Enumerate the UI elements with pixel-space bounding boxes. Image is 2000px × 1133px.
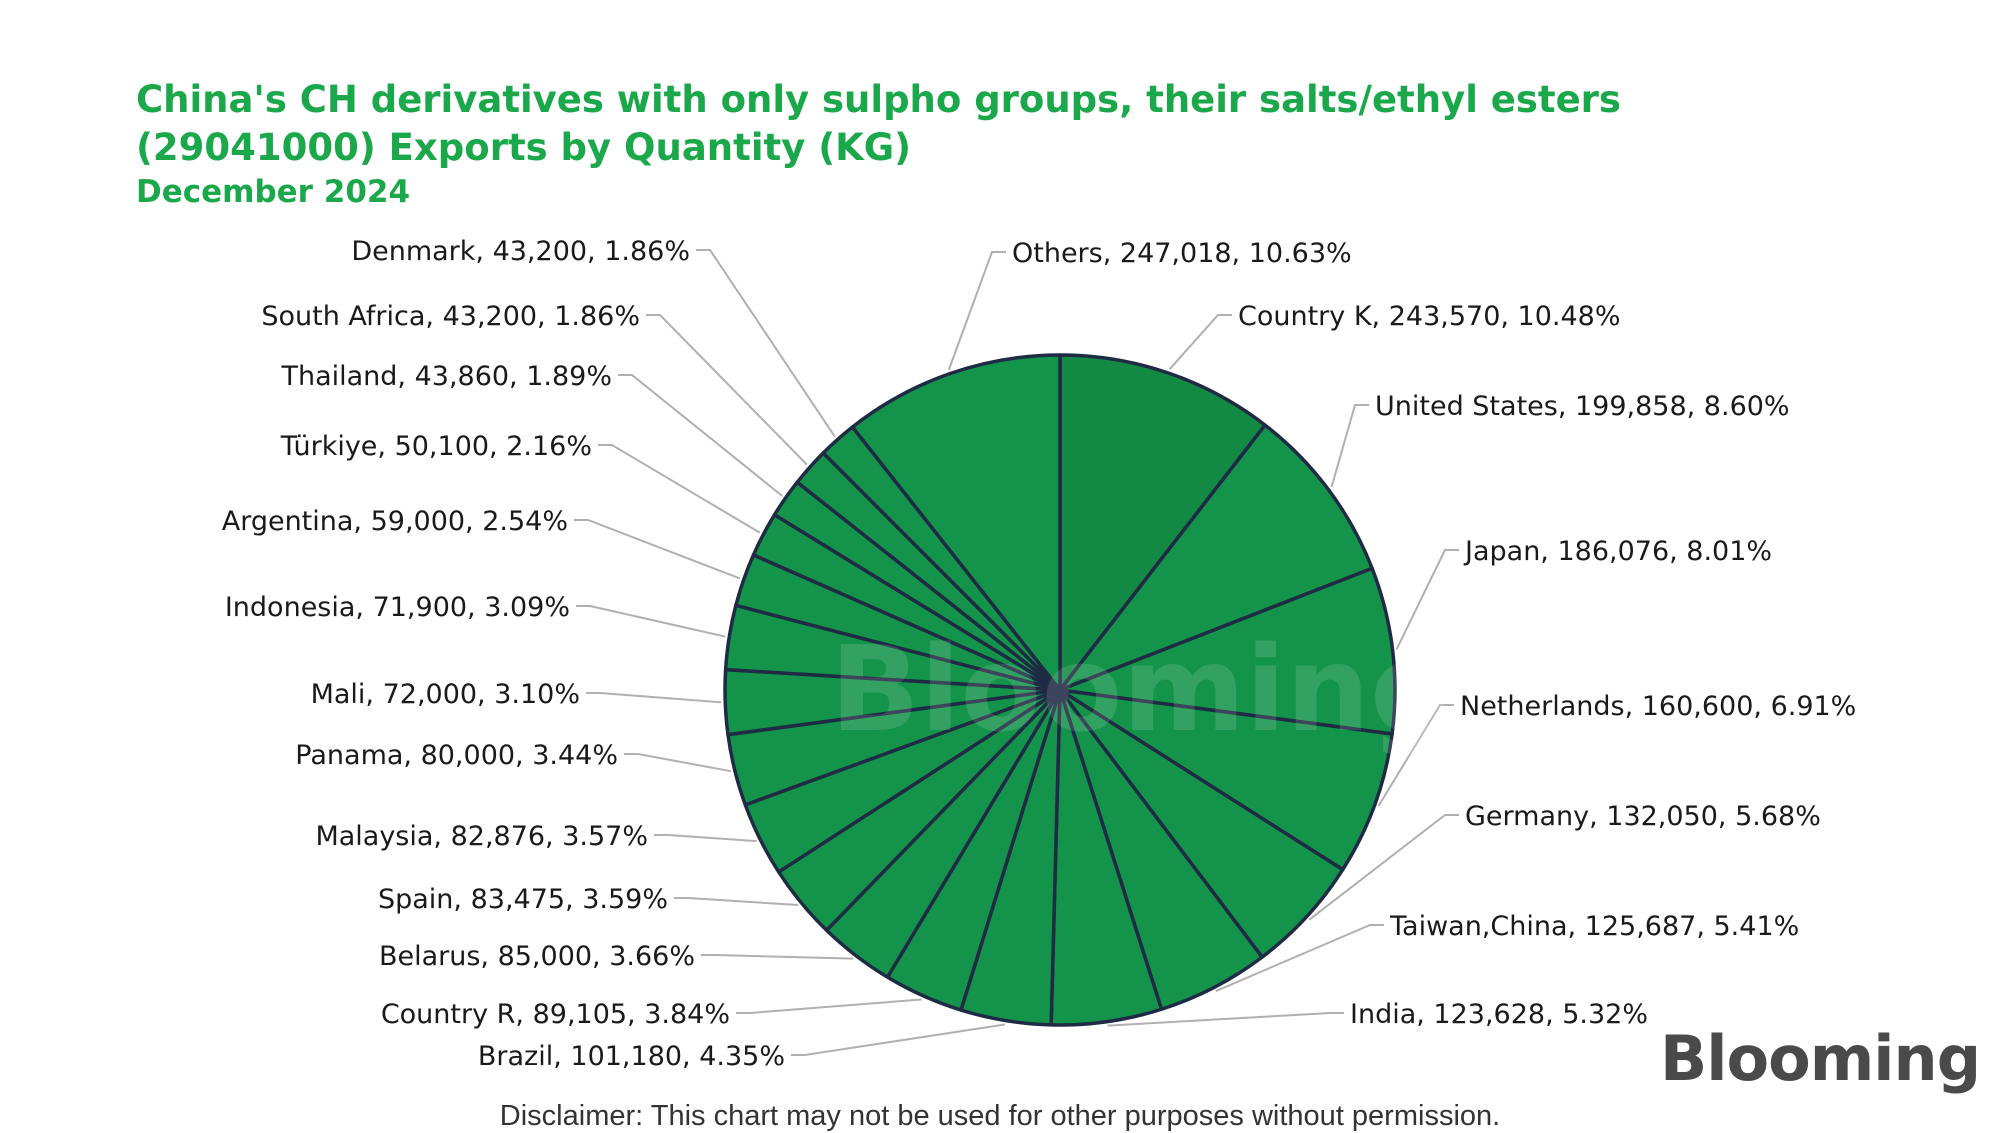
slice-label: Malaysia, 82,876, 3.57% xyxy=(315,821,648,852)
leader-line xyxy=(654,834,757,843)
leader-line xyxy=(1107,1012,1344,1027)
leader-line xyxy=(646,314,808,466)
slice-label: Thailand, 43,860, 1.89% xyxy=(280,361,612,392)
pie-slice-united-states xyxy=(1058,423,1374,692)
leader-line xyxy=(947,251,1006,371)
slice-label: Brazil, 101,180, 4.35% xyxy=(478,1041,785,1072)
leader-line xyxy=(598,444,761,534)
slice-label: India, 123,628, 5.32% xyxy=(1350,999,1648,1030)
leader-line xyxy=(624,753,732,773)
leader-line xyxy=(1308,814,1459,921)
slice-label: Spain, 83,475, 3.59% xyxy=(378,884,668,915)
slice-label: Mali, 72,000, 3.10% xyxy=(311,679,580,710)
leader-line xyxy=(1377,704,1454,807)
pie-slice-netherlands xyxy=(1058,688,1394,872)
slice-label: Belarus, 85,000, 3.66% xyxy=(379,941,695,972)
pie-slice-country-k xyxy=(1058,353,1267,692)
chart-title-line-2: (29041000) Exports by Quantity (KG) xyxy=(136,126,912,169)
slice-label: Germany, 132,050, 5.68% xyxy=(1465,801,1821,832)
leader-line xyxy=(791,1023,1006,1056)
slice-label: Panama, 80,000, 3.44% xyxy=(295,740,618,771)
slice-label: Argentina, 59,000, 2.54% xyxy=(222,506,568,537)
blooming-logo: Blooming xyxy=(1660,1022,1981,1095)
chart-title: China's CH derivatives with only sulpho … xyxy=(136,76,1621,172)
leader-line xyxy=(618,374,783,497)
slice-label: Others, 247,018, 10.63% xyxy=(1012,238,1352,269)
slice-label: South Africa, 43,200, 1.86% xyxy=(261,301,640,332)
pie-slice-japan xyxy=(1058,566,1397,736)
leader-line xyxy=(586,692,722,704)
disclaimer: Disclaimer: This chart may not be used f… xyxy=(499,1100,1501,1132)
leader-line xyxy=(574,519,741,580)
slice-label: Netherlands, 160,600, 6.91% xyxy=(1460,691,1856,722)
leader-line xyxy=(1395,549,1459,650)
slice-label: Country R, 89,105, 3.84% xyxy=(381,999,730,1030)
pie-slice-others xyxy=(850,353,1062,692)
chart-title-line-1: China's CH derivatives with only sulpho … xyxy=(136,78,1621,121)
slice-label: Japan, 186,076, 8.01% xyxy=(1463,536,1772,567)
pie-slices xyxy=(723,353,1397,1027)
slice-label: Türkiye, 50,100, 2.16% xyxy=(280,431,592,462)
slice-label: Taiwan,China, 125,687, 5.41% xyxy=(1389,911,1799,942)
chart-subtitle: December 2024 xyxy=(136,174,411,210)
slice-label: Country K, 243,570, 10.48% xyxy=(1238,301,1620,332)
slice-label: United States, 199,858, 8.60% xyxy=(1375,391,1790,422)
pie-labels: Country K, 243,570, 10.48% United States,… xyxy=(222,236,1857,1072)
leader-line xyxy=(1330,404,1369,488)
leader-line xyxy=(696,249,836,438)
leader-line xyxy=(701,954,854,960)
leader-line xyxy=(736,998,922,1014)
leader-line xyxy=(1168,314,1232,370)
leader-line xyxy=(674,897,798,907)
leader-line xyxy=(1215,924,1384,992)
slice-label: Indonesia, 71,900, 3.09% xyxy=(225,592,570,623)
leader-line xyxy=(576,605,726,638)
slice-label: Denmark, 43,200, 1.86% xyxy=(351,236,690,267)
